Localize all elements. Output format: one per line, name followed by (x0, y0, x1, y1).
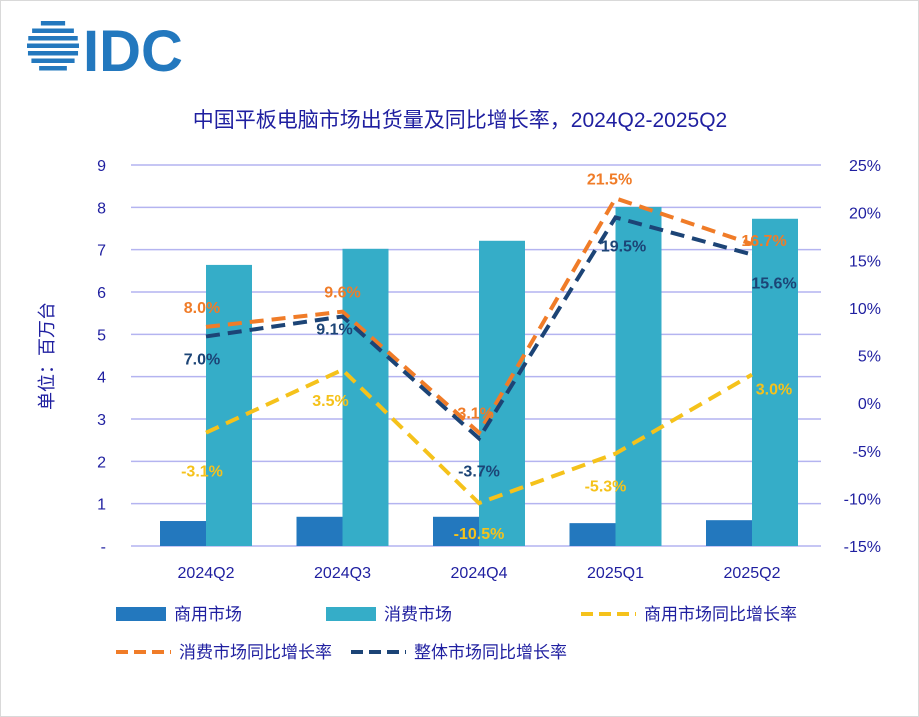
data-label: 3.5% (312, 393, 348, 410)
x-tick-label: 2025Q2 (724, 565, 781, 582)
y2-tick-label: 20% (849, 206, 881, 223)
logo-globe-stripe (28, 36, 78, 41)
data-label: 9.6% (324, 285, 360, 302)
bar-consumer (206, 264, 252, 546)
legend-label: 消费市场同比增长率 (179, 643, 332, 662)
data-label: -3.7% (458, 463, 500, 480)
legend-swatch (116, 607, 166, 621)
logo-globe-stripe (39, 66, 67, 71)
x-tick-label: 2024Q4 (451, 565, 508, 582)
bar-commercial (433, 516, 479, 546)
data-label: 15.6% (751, 276, 796, 293)
y-axis-label: 单位：百万台 (37, 302, 57, 410)
legend-label: 商用市场同比增长率 (644, 605, 797, 624)
logo-globe-stripe (32, 28, 74, 33)
x-tick-label: 2025Q1 (587, 565, 644, 582)
data-label: 16.7% (741, 233, 786, 250)
y2-tick-label: -15% (844, 539, 881, 556)
data-label: -3.1% (452, 406, 494, 423)
data-label: 7.0% (184, 351, 220, 368)
y2-tick-label: -10% (844, 491, 881, 508)
data-label: 3.0% (756, 382, 792, 399)
data-label: -10.5% (454, 526, 505, 543)
y-tick-label: 1 (97, 497, 106, 514)
legend-swatch (326, 607, 376, 621)
logo-globe-stripe (27, 43, 79, 48)
legend-label: 消费市场 (384, 605, 452, 624)
legend-label: 整体市场同比增长率 (414, 643, 567, 662)
idc-logo (27, 21, 79, 71)
y-tick-label: 2 (97, 454, 106, 471)
bar-consumer (615, 206, 662, 546)
y-tick-label: 9 (97, 158, 106, 175)
logo-globe-stripe (27, 51, 79, 56)
chart-title: 中国平板电脑市场出货量及同比增长率，2024Q2-2025Q2 (193, 109, 727, 132)
data-label: 9.1% (316, 321, 352, 338)
y2-tick-label: 10% (849, 301, 881, 318)
x-tick-label: 2024Q2 (178, 565, 235, 582)
data-label: 21.5% (587, 171, 632, 188)
data-label: 19.5% (601, 238, 646, 255)
logo-globe-stripe (31, 58, 75, 63)
y-tick-label: 6 (97, 285, 106, 302)
y2-tick-label: -5% (853, 444, 881, 461)
data-label: 8.0% (184, 300, 220, 317)
data-label: -3.1% (181, 464, 223, 481)
y2-tick-label: 25% (849, 158, 881, 175)
x-tick-label: 2024Q3 (314, 565, 371, 582)
y-tick-label: 4 (97, 370, 106, 387)
y-tick-label: 3 (97, 412, 106, 429)
y-tick-label: 5 (97, 327, 106, 344)
bar-commercial (296, 516, 343, 546)
y2-tick-label: 15% (849, 253, 881, 270)
bar-consumer (342, 248, 389, 546)
bar-commercial (706, 520, 752, 546)
y-tick-label: 8 (97, 200, 106, 217)
bar-consumer (752, 218, 798, 546)
legend-label: 商用市场 (174, 605, 242, 624)
y-tick-label: 7 (97, 243, 106, 260)
bar-commercial (569, 523, 616, 546)
bar-commercial (160, 521, 206, 546)
logo-globe-stripe (40, 21, 66, 26)
y2-tick-label: 5% (858, 349, 881, 366)
logo-text: IDC (83, 19, 183, 84)
y2-tick-label: 0% (858, 396, 881, 413)
data-label: -5.3% (585, 479, 627, 496)
y-tick-label: - (101, 539, 106, 556)
